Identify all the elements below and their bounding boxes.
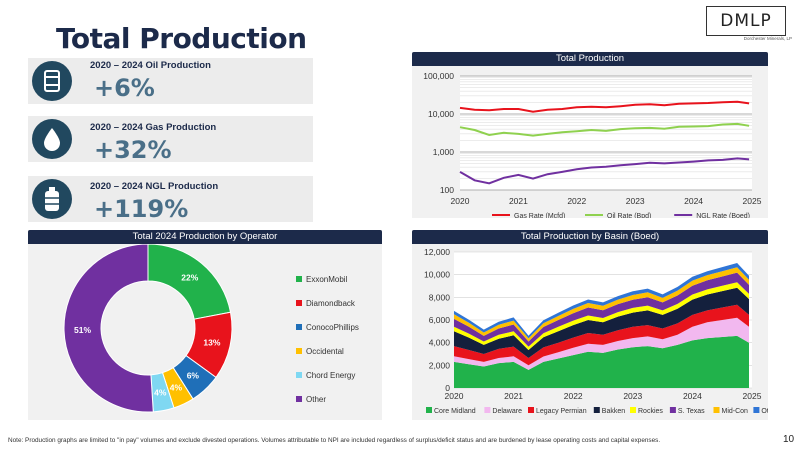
gas-drop-icon [32,119,72,159]
x-tick-label: 2024 [684,196,703,206]
x-tick-label: 2025 [743,391,762,401]
stat-card-ngl [28,176,313,222]
legend-label: Chord Energy [306,371,355,380]
series-line [459,100,750,113]
x-tick-label: 2024 [683,391,702,401]
y-tick-label: 8,000 [429,292,451,302]
x-tick-label: 2020 [451,196,470,206]
legend-label: Delaware [492,408,522,415]
legend-swatch [296,300,302,306]
series-line [459,157,750,185]
area-series [454,267,749,342]
legend-label: NGL Rate (Boed) [696,213,750,218]
stat-card-gas [28,116,313,162]
basin-chart: 0 2,000 4,000 6,000 8,000 10,000 12,000 2020 202… [424,247,780,415]
company-logo-subtext: Dorchester Minerals, LP [743,36,792,41]
stat-label-gas: 2020 – 2024 Gas Production [90,122,217,133]
donut-slice [63,243,154,413]
total-production-panel: Total Production 100 1,000 10,000 100,000 20… [412,52,768,220]
y-tick-label: 6,000 [429,315,451,325]
stat-label-oil: 2020 – 2024 Oil Production [90,60,211,71]
y-tick-label: 100,000 [423,71,454,81]
y-tick-label: 100 [440,185,454,195]
x-tick-label: 2023 [626,196,645,206]
page-number: 10 [783,434,795,445]
legend-swatch [296,396,302,402]
x-tick-label: 2021 [509,196,528,206]
legend-swatch [426,407,432,413]
legend-label: Mid-Con [722,408,749,415]
area-series [454,287,749,358]
y-tick-label: 10,000 [424,270,450,280]
legend-label: Gas Rate (Mcfd) [514,213,565,218]
x-tick-label: 2021 [504,391,523,401]
operator-chart: 22% 13% 6% 4%4% 51% ExxonMobil Diamondback Cono… [63,243,359,413]
stat-label-ngl: 2020 – 2024 NGL Production [90,181,219,192]
legend-label: Occidental [306,347,344,356]
legend-swatch [669,407,676,413]
area-series [454,263,749,339]
y-tick-label: 4,000 [429,338,451,348]
operator-chart-title: Total 2024 Production by Operator [28,230,382,244]
basin-chart-title: Total Production by Basin (Boed) [412,230,768,244]
slice-label: 13% [203,337,220,347]
slice-label: 51% [74,325,91,335]
y-tick-label: 12,000 [424,247,450,257]
stat-value-gas: +32% [94,136,172,164]
legend-label: Other [761,408,768,415]
stat-value-oil: +6% [94,74,155,102]
legend-label: Bakken [602,408,625,415]
legend-swatch [484,407,491,413]
stat-card-oil [28,58,313,104]
legend-swatch [753,407,760,413]
x-tick-label: 2023 [623,391,642,401]
x-tick-label: 2022 [567,196,586,206]
legend-label: Core Midland [434,408,476,415]
legend-label: S. Texas [678,408,705,415]
y-tick-label: 10,000 [428,109,454,119]
oil-barrel-icon [32,61,72,101]
legend-swatch [296,348,302,354]
area-series [454,304,749,366]
legend-swatch [296,276,302,282]
area-series [454,282,749,350]
legend-label: Legacy Permian [536,408,587,415]
y-tick-label: 0 [445,383,450,393]
y-tick-label: 1,000 [433,147,455,157]
legend-label: Other [306,395,326,404]
legend-swatch [296,324,302,330]
ngl-tank-icon [32,179,72,219]
slice-label: 22% [181,273,198,283]
slice-label: 6% [187,371,200,381]
area-series [454,335,749,388]
legend-swatch [630,407,636,413]
series-line [459,122,750,137]
legend-label: ConocoPhillips [306,323,359,332]
stat-value-ngl: +119% [94,195,189,223]
total-production-chart: 100 1,000 10,000 100,000 2020 2021 2022 2023 202… [423,71,762,220]
operator-panel: Total 2024 Production by Operator 22% 13%… [28,230,382,420]
legend-swatch [296,372,302,378]
y-tick-label: 2,000 [429,360,451,370]
x-tick-label: 2022 [564,391,583,401]
basin-panel: Total Production by Basin (Boed) 0 2,000 4… [412,230,780,420]
x-tick-label: 2020 [445,391,464,401]
legend-swatch [528,407,534,413]
page-title: Total Production [56,22,307,55]
total-production-title: Total Production [412,52,768,66]
legend-swatch [713,407,720,413]
area-series [454,272,749,347]
area-series [454,317,749,370]
legend-swatch [593,407,600,413]
company-logo: DMLP [706,6,786,36]
x-tick-label: 2025 [743,196,762,206]
slice-label: 4% [170,382,183,392]
slice-label: 4% [154,387,167,397]
legend-label: ExxonMobil [306,275,348,284]
footnote: Note: Production graphs are limited to "… [8,437,661,444]
legend-label: Diamondback [306,299,356,308]
legend-label: Rockies [638,408,663,415]
legend-label: Oil Rate (Bpd) [607,213,651,218]
